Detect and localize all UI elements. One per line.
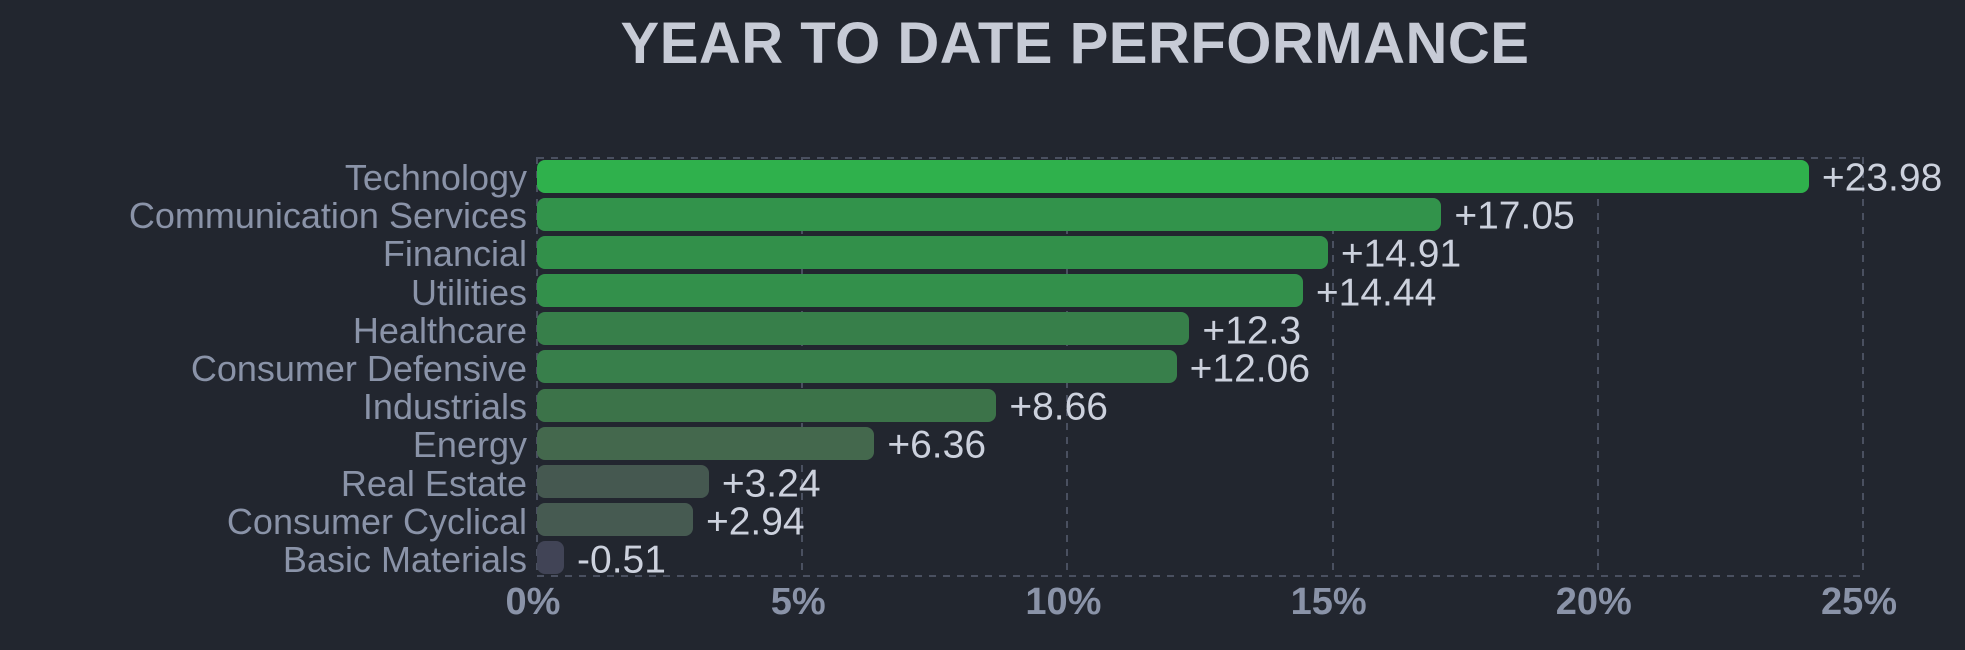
x-axis: 0% 5% 10% 15% 20% 25% (0, 583, 1965, 633)
x-tick-label: 20% (1555, 581, 1632, 623)
x-tick-label: 25% (1820, 581, 1898, 623)
bar (537, 541, 565, 575)
bar-row: +17.05 (537, 194, 1863, 238)
category-label: Energy (412, 424, 527, 466)
bar-value-label: -0.51 (577, 538, 666, 582)
plot-bottom-border (537, 575, 1863, 577)
category-label: Financial (382, 233, 527, 275)
x-tick-label: 15% (1290, 581, 1367, 623)
bar (537, 197, 1442, 231)
bar-value-label: +12.3 (1202, 309, 1302, 353)
bar (537, 465, 709, 499)
x-tick-label: 0% (505, 581, 561, 623)
chart-title: YEAR TO DATE PERFORMANCE (620, 11, 1530, 76)
category-axis: Technology Communication Services Financia… (0, 157, 527, 580)
bar-value-label: +14.44 (1315, 271, 1437, 315)
bar (537, 388, 997, 422)
bar-row: +12.06 (537, 347, 1863, 391)
gridline-vertical (1862, 157, 1864, 577)
plot-area: +23.98 +17.05 +14.91 +14.44 +12.3 +12.06 +8.66… (536, 157, 1942, 582)
bar-row: +23.98 (537, 157, 1942, 198)
gridline-vertical (1331, 157, 1334, 577)
bar-value-label: +12.06 (1189, 347, 1311, 391)
bar-row: +3.24 (537, 462, 1863, 506)
bar-row: +14.44 (537, 271, 1863, 315)
bar (537, 503, 693, 537)
bar-value-label: +8.66 (1009, 385, 1108, 429)
bar-value-label: +23.98 (1821, 156, 1943, 200)
bar-row: -0.51 (537, 538, 1863, 582)
bar-row: +2.94 (537, 500, 1863, 544)
category-label: Healthcare (352, 309, 527, 351)
bar-value-label: +6.36 (887, 423, 987, 467)
bar-value-label: +17.05 (1454, 194, 1575, 238)
plot-top-border (537, 157, 1863, 159)
category-label: Real Estate (340, 462, 527, 504)
category-label: Technology (344, 157, 527, 199)
category-label: Utilities (410, 271, 527, 313)
bar-value-label: +3.24 (721, 462, 821, 506)
x-tick-label: 5% (770, 581, 826, 623)
bar (537, 159, 1809, 193)
bar-row: +6.36 (537, 423, 1863, 467)
category-label: Industrials (362, 386, 527, 428)
bar (537, 426, 875, 460)
x-tick-label: 10% (1025, 581, 1102, 623)
bar (537, 235, 1328, 269)
gridline-vertical (1596, 157, 1599, 577)
bar (537, 274, 1303, 308)
category-label: Consumer Cyclical (226, 500, 527, 542)
bar (537, 350, 1177, 384)
bar-value-label: +14.91 (1340, 232, 1462, 276)
bar-row: +14.91 (537, 232, 1863, 276)
category-label: Communication Services (128, 195, 527, 237)
bar (537, 312, 1190, 346)
bar-row: +12.3 (537, 309, 1863, 353)
bar-value-label: +2.94 (705, 500, 805, 544)
category-label: Consumer Defensive (190, 348, 527, 389)
bar-row: +8.66 (537, 385, 1863, 429)
category-label: Basic Materials (282, 538, 527, 580)
